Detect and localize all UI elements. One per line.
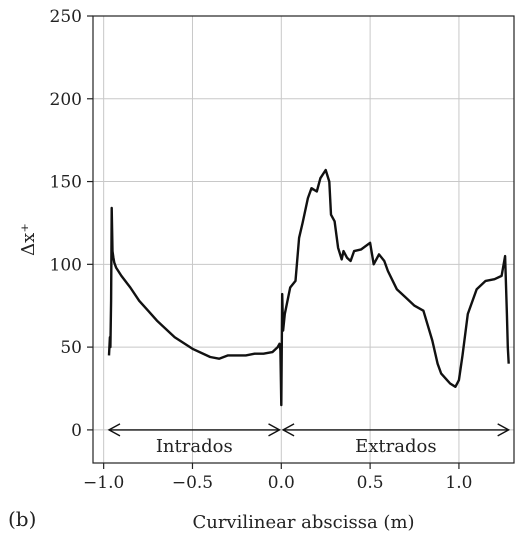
x-axis-label: Curvilinear abscissa (m) (192, 512, 414, 533)
x-tick-label: 1.0 (445, 473, 472, 493)
arrowhead-left (281, 423, 295, 437)
y-tick-label: 150 (50, 173, 82, 193)
y-tick-label: 50 (60, 338, 82, 358)
annotation-layer: Intrados Extrados (107, 423, 511, 457)
tick-layer: −1.0 −0.5 0.0 0.5 1.0 0 50 100 150 200 250 (50, 7, 473, 493)
x-tick-label: −0.5 (172, 473, 213, 493)
y-tick-label: 0 (71, 421, 82, 441)
arrowhead-right (497, 423, 511, 437)
annotation-label: Intrados (156, 436, 233, 457)
grid-layer (93, 15, 514, 463)
annotation-label: Extrados (355, 436, 436, 457)
series-line (107, 168, 510, 407)
y-tick-label: 100 (50, 255, 82, 275)
plot-frame (92, 15, 515, 464)
x-tick-label: 0.0 (268, 473, 295, 493)
arrowhead-left (107, 423, 121, 437)
x-tick-label: −1.0 (83, 473, 124, 493)
x-tick-label: 0.5 (357, 473, 384, 493)
arrowhead-right (268, 423, 281, 437)
series-layer (107, 168, 510, 407)
y-tick-label: 250 (50, 7, 82, 27)
panel-tag: (b) (8, 507, 36, 531)
y-axis-label: Δx⁺ (18, 223, 39, 256)
y-tick-label: 200 (50, 90, 82, 110)
